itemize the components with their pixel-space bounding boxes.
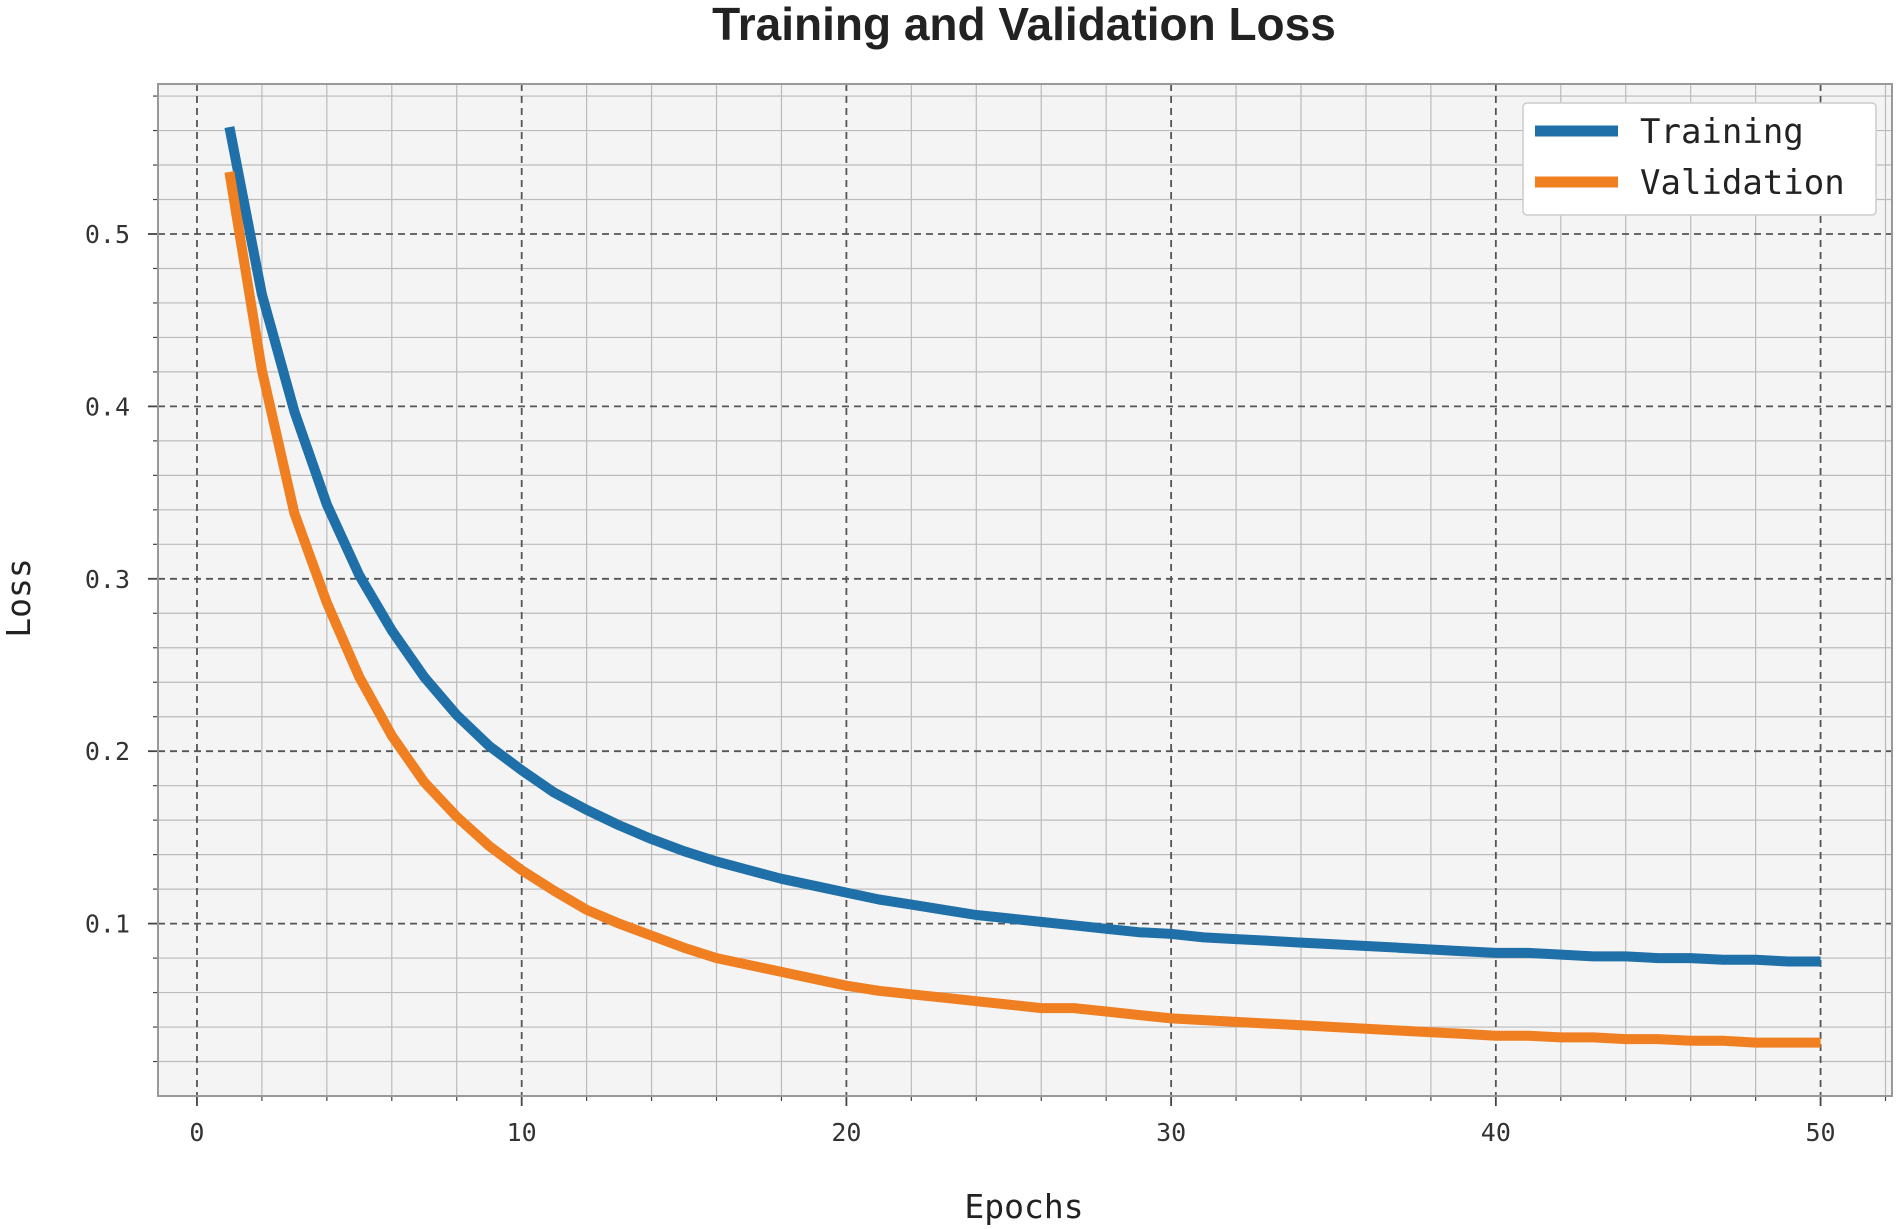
x-tick-label: 0	[189, 1118, 204, 1147]
training-series-line	[224, 126, 1821, 967]
legend-label-training: Training	[1640, 112, 1804, 152]
minor-grid	[158, 84, 1892, 1096]
y-tick-label: 0.2	[85, 737, 130, 766]
y-axis-label: Loss	[0, 558, 38, 637]
legend-label-validation: Validation	[1640, 163, 1845, 203]
y-tick-labels: 0.1 0.2 0.3 0.4 0.5	[85, 220, 130, 939]
plot-frame	[157, 83, 1893, 1097]
legend: Training Validation	[1522, 102, 1877, 216]
plot-area	[158, 84, 1892, 1096]
y-tick-label: 0.3	[85, 565, 130, 594]
x-tick-label: 40	[1481, 1118, 1511, 1147]
y-tick-label: 0.1	[85, 910, 130, 939]
y-tick-label: 0.5	[85, 220, 130, 249]
x-tick-label: 20	[831, 1118, 861, 1147]
y-tick-label: 0.4	[85, 392, 130, 421]
validation-series-line	[224, 171, 1821, 1048]
x-tick-labels: 0 10 20 30 40 50	[189, 1118, 1835, 1147]
series-lines	[224, 126, 1821, 1048]
x-tick-label: 30	[1156, 1118, 1186, 1147]
x-tick-label: 50	[1806, 1118, 1836, 1147]
chart-title: Training and Validation Loss	[712, 0, 1336, 50]
major-grid	[158, 84, 1892, 1096]
x-tick-label: 10	[507, 1118, 537, 1147]
x-axis-label: Epochs	[964, 1187, 1083, 1226]
